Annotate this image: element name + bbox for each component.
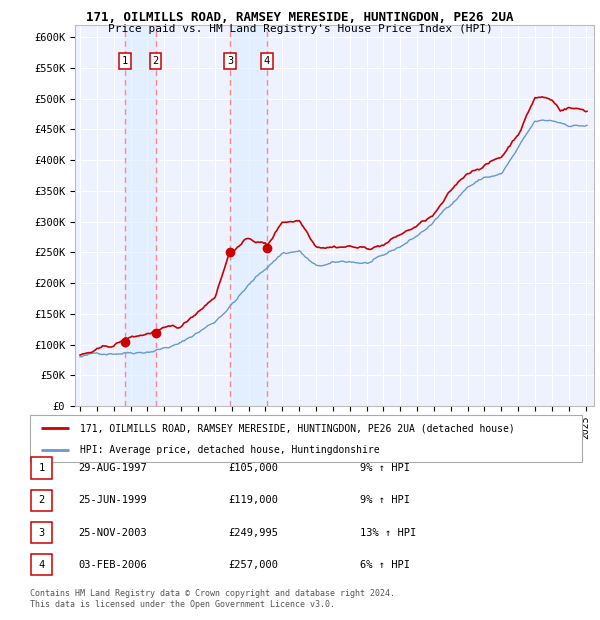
Text: 3: 3 [227, 56, 233, 66]
Text: £257,000: £257,000 [228, 560, 278, 570]
Text: 2: 2 [38, 495, 44, 505]
FancyBboxPatch shape [31, 554, 52, 575]
Text: Price paid vs. HM Land Registry's House Price Index (HPI): Price paid vs. HM Land Registry's House … [107, 24, 493, 33]
Text: 171, OILMILLS ROAD, RAMSEY MERESIDE, HUNTINGDON, PE26 2UA: 171, OILMILLS ROAD, RAMSEY MERESIDE, HUN… [86, 11, 514, 24]
Bar [230, 25, 267, 406]
Text: 13% ↑ HPI: 13% ↑ HPI [360, 528, 416, 538]
Text: 29-AUG-1997: 29-AUG-1997 [78, 463, 147, 473]
Text: Contains HM Land Registry data © Crown copyright and database right 2024.
This d: Contains HM Land Registry data © Crown c… [30, 590, 395, 609]
Text: 9% ↑ HPI: 9% ↑ HPI [360, 495, 410, 505]
FancyBboxPatch shape [31, 458, 52, 479]
Text: HPI: Average price, detached house, Huntingdonshire: HPI: Average price, detached house, Hunt… [80, 445, 379, 455]
Text: 171, OILMILLS ROAD, RAMSEY MERESIDE, HUNTINGDON, PE26 2UA (detached house): 171, OILMILLS ROAD, RAMSEY MERESIDE, HUN… [80, 423, 514, 433]
Text: 1: 1 [122, 56, 128, 66]
Text: £249,995: £249,995 [228, 528, 278, 538]
Text: 1: 1 [38, 463, 44, 473]
Text: 2: 2 [152, 56, 158, 66]
Text: 9% ↑ HPI: 9% ↑ HPI [360, 463, 410, 473]
Bar [125, 25, 155, 406]
Text: 25-NOV-2003: 25-NOV-2003 [78, 528, 147, 538]
Text: 25-JUN-1999: 25-JUN-1999 [78, 495, 147, 505]
FancyBboxPatch shape [31, 522, 52, 543]
Text: £119,000: £119,000 [228, 495, 278, 505]
FancyBboxPatch shape [31, 490, 52, 511]
Text: 3: 3 [38, 528, 44, 538]
Text: 03-FEB-2006: 03-FEB-2006 [78, 560, 147, 570]
Text: 6% ↑ HPI: 6% ↑ HPI [360, 560, 410, 570]
Text: 4: 4 [264, 56, 270, 66]
FancyBboxPatch shape [30, 415, 582, 462]
Text: £105,000: £105,000 [228, 463, 278, 473]
Text: 4: 4 [38, 560, 44, 570]
